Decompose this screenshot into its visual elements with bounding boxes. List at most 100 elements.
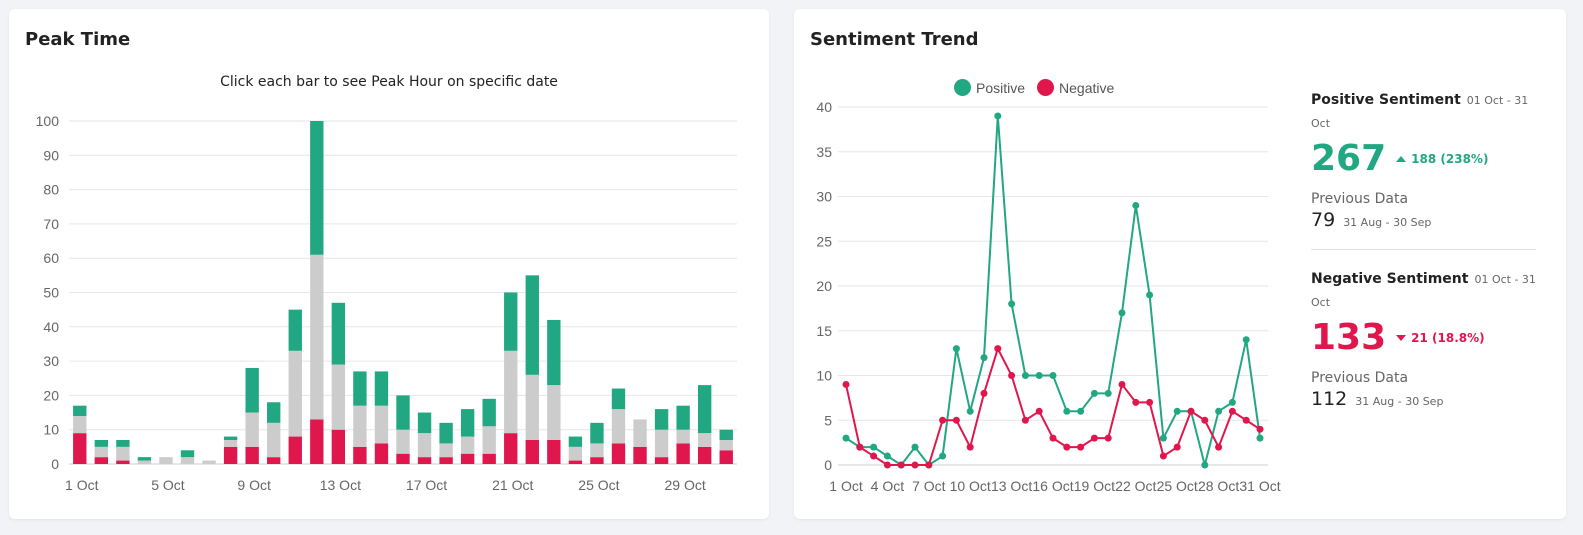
data-point-negative xyxy=(897,461,905,469)
bar-segment-positive xyxy=(374,371,389,406)
bar-segment-negative xyxy=(719,450,733,464)
y-tick-label: 10 xyxy=(43,422,59,438)
bar-segment-neutral xyxy=(159,457,173,464)
data-point-positive xyxy=(1049,372,1057,379)
positive-prev-range: 31 Aug - 30 Sep xyxy=(1343,216,1432,229)
bar-segment-negative xyxy=(654,457,669,464)
y-tick-label: 35 xyxy=(816,144,832,160)
bar-segment-positive xyxy=(94,439,109,447)
data-point-negative xyxy=(911,461,919,469)
x-tick-label: 1 Oct xyxy=(65,477,99,493)
bar-segment-positive xyxy=(116,439,130,447)
data-point-positive xyxy=(1256,434,1264,442)
bar-segment-positive xyxy=(719,429,733,440)
data-point-negative xyxy=(939,416,947,424)
x-tick-label: 10 Oct xyxy=(950,478,991,494)
bar-segment-positive xyxy=(331,302,346,365)
bar-segment-negative xyxy=(568,460,583,464)
positive-sentiment-block: Positive Sentiment 01 Oct - 31 Oct 267 18… xyxy=(1311,89,1536,231)
x-tick-label: 5 Oct xyxy=(151,477,185,493)
sentiment-stats: Positive Sentiment 01 Oct - 31 Oct 267 18… xyxy=(1311,89,1536,410)
peak-time-title: Peak Time xyxy=(25,29,131,50)
bar-segment-positive xyxy=(611,388,626,410)
x-tick-label: 22 Oct xyxy=(1115,478,1156,494)
bar-segment-neutral xyxy=(654,429,669,458)
x-tick-label: 29 Oct xyxy=(665,477,706,493)
y-tick-label: 5 xyxy=(824,412,832,428)
data-point-positive xyxy=(939,452,947,460)
y-tick-label: 20 xyxy=(43,387,59,403)
legend-item-negative[interactable]: Negative xyxy=(1037,79,1114,96)
bar-segment-neutral xyxy=(94,446,109,458)
bar-segment-neutral xyxy=(676,429,690,444)
bar-segment-negative xyxy=(267,457,281,464)
bar-segment-positive xyxy=(245,367,259,413)
bar-segment-negative xyxy=(482,453,496,464)
peak-time-chart: 0 10 20 30 40 50 60 70 80 90 100 1 Oct 5 Oct 9 Oct 13 … xyxy=(36,113,737,493)
bar-segment-negative xyxy=(116,460,130,464)
legend-item-positive[interactable]: Positive xyxy=(954,79,1025,96)
bar-segment-neutral xyxy=(245,412,259,447)
data-point-positive xyxy=(1215,407,1223,415)
data-point-positive xyxy=(1159,434,1167,442)
bar-segment-positive xyxy=(504,292,518,351)
data-point-positive xyxy=(1090,389,1098,397)
data-point-negative xyxy=(1242,416,1250,424)
arrow-up-icon xyxy=(1396,156,1407,162)
bar-segment-negative xyxy=(611,443,626,464)
x-tick-label: 13 Oct xyxy=(320,477,361,493)
data-point-negative xyxy=(1256,425,1264,433)
data-point-positive xyxy=(1008,300,1016,308)
x-tick-label: 31 Oct xyxy=(1239,478,1280,494)
bar-segment-positive xyxy=(137,457,152,461)
bar-segment-neutral xyxy=(697,433,712,447)
x-tick-label: 25 Oct xyxy=(1157,478,1198,494)
data-point-negative xyxy=(1077,443,1085,451)
y-tick-label: 30 xyxy=(816,189,832,205)
bar-segment-neutral xyxy=(568,446,583,461)
data-point-positive xyxy=(883,452,891,460)
data-point-negative xyxy=(1021,416,1029,424)
sentiment-trend-chart: 0 5 10 15 20 25 30 35 40 1 Oct 4 Oct 7 Oct 10 Oct 13 … xyxy=(816,99,1280,494)
data-point-positive xyxy=(1242,336,1250,344)
x-tick-label: 19 Oct xyxy=(1074,478,1115,494)
bar-segment-negative xyxy=(525,439,539,464)
data-point-negative xyxy=(870,452,878,460)
peak-time-subtitle: Click each bar to see Peak Hour on speci… xyxy=(220,74,558,90)
sentiment-trend-card: Sentiment Trend Positive Negative 0 5 10 15… xyxy=(794,9,1566,519)
negative-sentiment-range: 01 Oct - 31 Oct xyxy=(1311,273,1536,309)
series-line-negative xyxy=(845,346,1261,466)
y-tick-label: 30 xyxy=(43,353,59,369)
bar-segment-neutral xyxy=(116,446,130,461)
x-tick-label: 9 Oct xyxy=(237,477,271,493)
negative-delta-text: 21 (18.8%) xyxy=(1411,331,1485,345)
legend-dot-negative xyxy=(1037,79,1055,96)
bar-segment-negative xyxy=(223,446,238,464)
bar-segment-neutral xyxy=(353,405,367,447)
bar-segment-negative xyxy=(94,457,109,464)
x-tick-label: 17 Oct xyxy=(406,477,447,493)
data-point-negative xyxy=(856,443,864,451)
y-tick-label: 70 xyxy=(43,216,59,232)
y-tick-label: 0 xyxy=(824,457,832,473)
data-point-negative xyxy=(1159,452,1167,460)
data-point-positive xyxy=(842,434,850,442)
data-point-positive xyxy=(980,354,988,362)
data-point-positive xyxy=(1132,201,1140,209)
bar-segment-negative xyxy=(396,453,410,464)
data-point-negative xyxy=(994,345,1002,353)
data-point-negative xyxy=(1146,398,1154,406)
data-point-negative xyxy=(1201,416,1209,424)
bar-segment-neutral xyxy=(137,460,152,464)
stats-divider xyxy=(1311,249,1536,250)
y-tick-label: 60 xyxy=(43,250,59,266)
y-tick-label: 50 xyxy=(43,285,59,301)
bar-segment-neutral xyxy=(374,405,389,444)
data-point-positive xyxy=(1201,461,1209,469)
bar-segment-neutral xyxy=(288,350,302,437)
y-tick-label: 25 xyxy=(816,233,832,249)
bar-segment-negative xyxy=(590,457,604,464)
data-point-negative xyxy=(842,380,850,388)
data-point-positive xyxy=(1228,398,1236,406)
data-point-positive xyxy=(1146,291,1154,299)
